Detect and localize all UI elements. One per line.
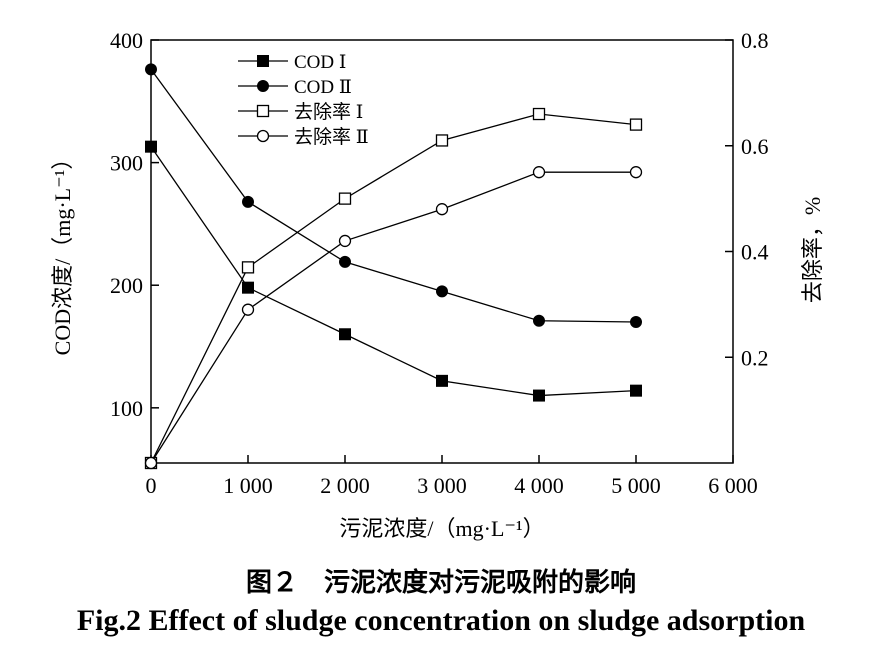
y-left-tick-label: 200 xyxy=(110,273,143,298)
legend-marker xyxy=(257,55,269,67)
chart: 0 1 000 2 000 3 000 4 000 5 000 6 000 100 200 300… xyxy=(50,28,825,541)
legend-entry: 去除率 Ⅱ xyxy=(294,126,369,148)
legend-marker xyxy=(257,80,269,92)
data-point-series-4 xyxy=(629,166,643,179)
legend-entry: COD Ⅰ xyxy=(294,52,346,73)
data-point-series-2 xyxy=(145,63,157,76)
series-line-2 xyxy=(150,69,637,323)
data-point-series-3 xyxy=(435,134,449,147)
legend-marker xyxy=(256,104,270,118)
data-point-series-2 xyxy=(242,195,254,208)
legend-entry: COD Ⅱ xyxy=(294,77,352,98)
data-point-series-2 xyxy=(630,316,642,328)
data-point-series-1 xyxy=(533,389,545,402)
x-axis-label: 污泥浓度/（mg·L⁻¹） xyxy=(339,516,544,541)
legend-marker xyxy=(256,129,270,143)
data-point-series-4 xyxy=(532,166,546,179)
plot-frame xyxy=(150,39,734,464)
data-point-series-4 xyxy=(435,203,449,216)
data-point-series-4 xyxy=(338,234,352,248)
data-point-series-1 xyxy=(630,384,642,397)
data-point-series-3 xyxy=(241,261,255,274)
data-point-series-1 xyxy=(436,374,448,387)
data-point-series-2 xyxy=(436,285,448,298)
series-line-3 xyxy=(150,113,637,464)
x-tick-label: 6 000 xyxy=(708,473,758,498)
data-point-series-2 xyxy=(533,314,545,327)
x-tick-label: 3 000 xyxy=(417,473,467,498)
data-point-series-3 xyxy=(338,192,352,205)
y-right-tick-label: 0.6 xyxy=(741,134,769,159)
y-right-tick-label: 0.8 xyxy=(741,28,769,53)
data-point-series-1 xyxy=(242,281,254,294)
x-tick-label: 4 000 xyxy=(514,473,564,498)
figure-caption-english: Fig.2 Effect of sludge concentration on … xyxy=(76,604,806,637)
data-point-series-3 xyxy=(629,118,643,131)
figure-caption-chinese: 图２ 污泥浓度对污泥吸附的影响 xyxy=(245,568,636,598)
y-right-tick-label: 0.2 xyxy=(741,345,769,370)
y-left-tick-label: 100 xyxy=(110,396,143,421)
x-tick-label: 0 xyxy=(146,473,157,498)
series-line-4 xyxy=(150,171,636,464)
data-point-series-1 xyxy=(145,140,157,153)
y-right-axis-label: 去除率，% xyxy=(800,197,825,303)
y-right-tick-label: 0.4 xyxy=(741,240,769,265)
data-point-series-2 xyxy=(339,255,351,268)
data-point-series-4 xyxy=(144,456,158,470)
y-left-tick-label: 300 xyxy=(110,151,143,176)
data-point-series-4 xyxy=(241,303,255,316)
x-tick-label: 2 000 xyxy=(320,473,370,498)
y-left-axis-label: COD浓度/（mg·L⁻¹） xyxy=(50,148,75,356)
data-point-series-1 xyxy=(339,328,351,341)
legend-entry: 去除率 Ⅰ xyxy=(294,101,363,123)
y-left-tick-label: 400 xyxy=(110,28,143,53)
data-point-series-3 xyxy=(532,107,546,121)
x-tick-label: 5 000 xyxy=(611,473,661,498)
series-line-1 xyxy=(150,146,637,397)
x-tick-label: 1 000 xyxy=(223,473,273,498)
